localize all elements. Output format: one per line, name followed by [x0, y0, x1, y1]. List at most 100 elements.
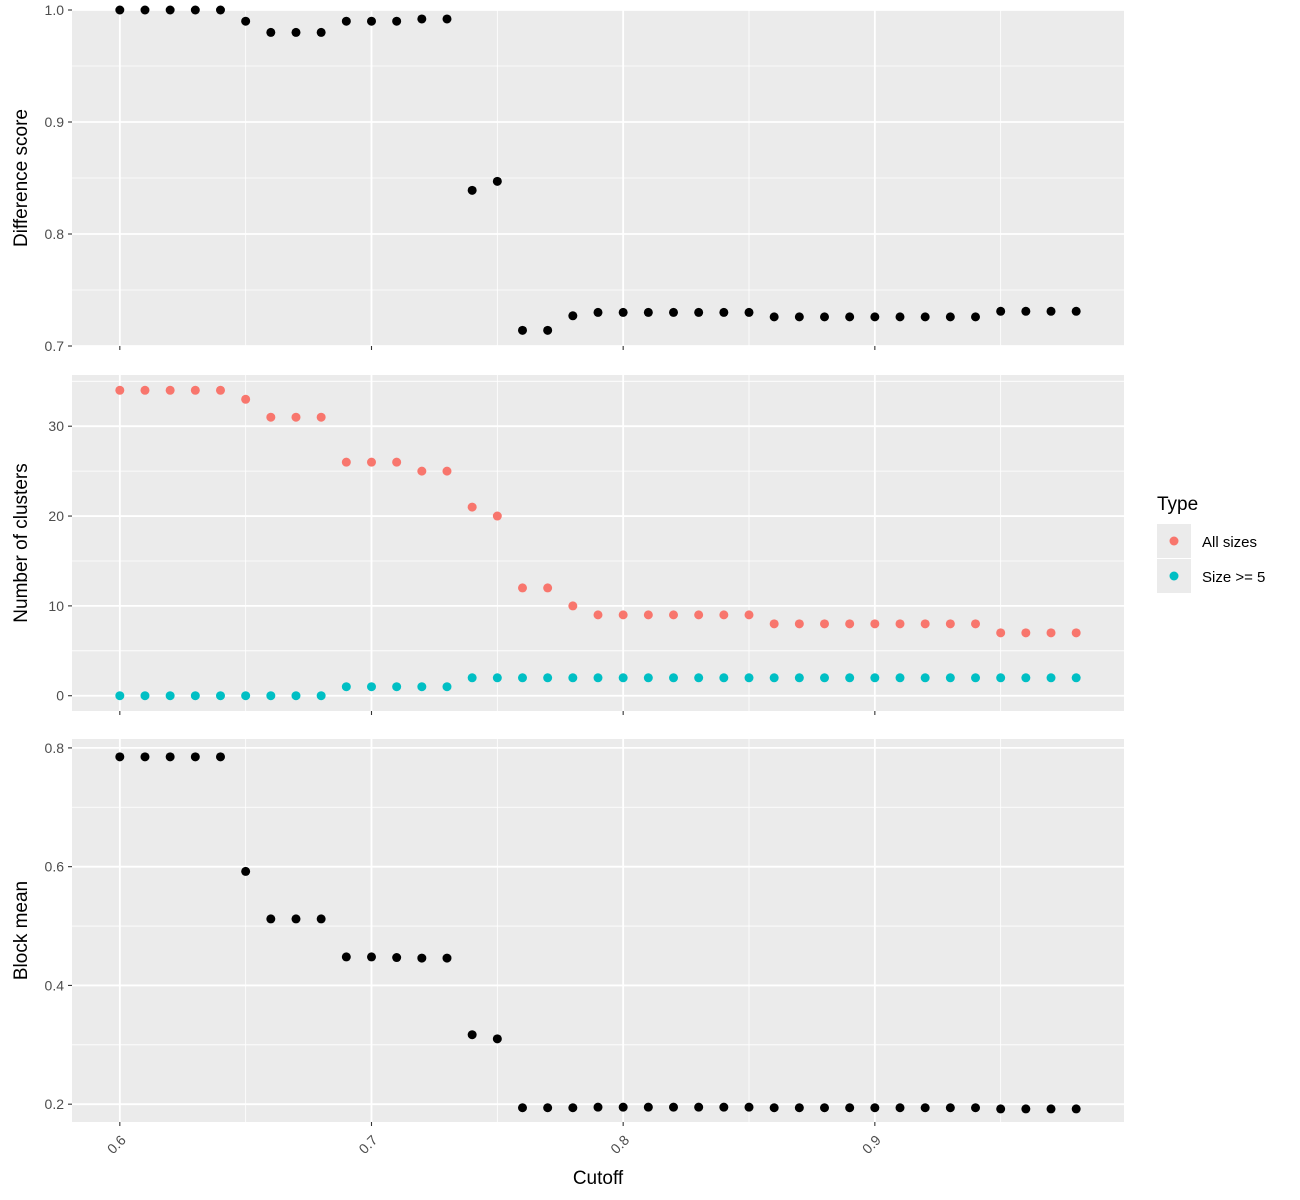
data-point [392, 16, 402, 26]
data-point [165, 385, 175, 395]
y-tick-label: 1.0 [45, 2, 65, 18]
data-point [165, 5, 175, 15]
data-point [341, 457, 351, 467]
y-axis-title: Block mean [11, 881, 32, 980]
y-axis-title: Difference score [11, 109, 32, 247]
data-point [517, 673, 527, 683]
x-tick-label: 0.7 [355, 1132, 380, 1157]
data-point [467, 502, 477, 512]
data-point [241, 16, 251, 26]
data-point [820, 312, 830, 322]
data-point [845, 1103, 855, 1113]
data-point [568, 601, 578, 611]
data-point [669, 307, 679, 317]
y-tick-label: 30 [48, 418, 64, 434]
data-point [341, 952, 351, 962]
data-point [618, 610, 628, 620]
y-tick-label: 20 [48, 508, 64, 524]
data-point [543, 673, 553, 683]
data-point [115, 5, 125, 15]
data-point [945, 619, 955, 629]
data-point [442, 466, 452, 476]
data-point [694, 307, 704, 317]
data-point [618, 307, 628, 317]
y-tick-label: 0.7 [45, 338, 65, 354]
legend-marker-size-5 [1169, 571, 1179, 581]
data-point [215, 691, 225, 701]
data-point [744, 673, 754, 683]
data-point [316, 914, 326, 924]
data-point [215, 5, 225, 15]
data-point [140, 5, 150, 15]
data-point [366, 952, 376, 962]
data-point [140, 691, 150, 701]
data-point [694, 1102, 704, 1112]
data-point [115, 385, 125, 395]
data-point [719, 1102, 729, 1112]
y-tick-label: 0.4 [45, 977, 65, 993]
series-points [115, 752, 1081, 1114]
data-point [492, 673, 502, 683]
data-point [417, 14, 427, 24]
data-point [744, 610, 754, 620]
data-point [442, 14, 452, 24]
data-point [341, 16, 351, 26]
data-point [643, 610, 653, 620]
data-point [517, 325, 527, 335]
data-point [895, 312, 905, 322]
data-point [769, 619, 779, 629]
legend-marker-all-sizes [1169, 536, 1179, 546]
data-point [492, 511, 502, 521]
y-tick-label: 0.2 [45, 1096, 65, 1112]
data-point [920, 1103, 930, 1113]
series-points [115, 5, 1081, 335]
data-point [215, 752, 225, 762]
data-point [266, 914, 276, 924]
data-point [366, 16, 376, 26]
data-point [618, 1102, 628, 1112]
data-point [1071, 628, 1081, 638]
y-tick-label: 0.8 [45, 226, 65, 242]
data-point [1021, 628, 1031, 638]
data-point [971, 1103, 981, 1113]
data-point [643, 673, 653, 683]
data-point [1021, 306, 1031, 316]
data-point [794, 673, 804, 683]
data-point [517, 1103, 527, 1113]
data-point [316, 27, 326, 37]
data-point [744, 307, 754, 317]
data-point [266, 27, 276, 37]
data-point [417, 682, 427, 692]
data-point [971, 619, 981, 629]
legend-label-size-5: Size >= 5 [1202, 569, 1265, 586]
data-point [794, 1103, 804, 1113]
data-point [316, 412, 326, 422]
data-point [945, 312, 955, 322]
data-point [291, 914, 301, 924]
y-tick-label: 0.9 [45, 114, 65, 130]
series-all-sizes [115, 385, 1081, 638]
data-point [845, 673, 855, 683]
data-point [820, 673, 830, 683]
data-point [543, 583, 553, 593]
data-point [593, 1102, 603, 1112]
data-point [442, 682, 452, 692]
data-point [467, 185, 477, 195]
data-point [1071, 306, 1081, 316]
data-point [820, 1103, 830, 1113]
data-point [920, 619, 930, 629]
data-point [971, 673, 981, 683]
data-point [190, 385, 200, 395]
data-point [392, 953, 402, 963]
data-point [291, 691, 301, 701]
data-point [669, 1102, 679, 1112]
y-tick-label: 10 [48, 598, 64, 614]
series-size-5 [115, 673, 1081, 701]
data-point [140, 385, 150, 395]
y-tick-label: 0 [56, 688, 64, 704]
data-point [895, 1103, 905, 1113]
data-point [618, 673, 628, 683]
data-point [190, 752, 200, 762]
data-point [769, 1103, 779, 1113]
data-point [719, 307, 729, 317]
